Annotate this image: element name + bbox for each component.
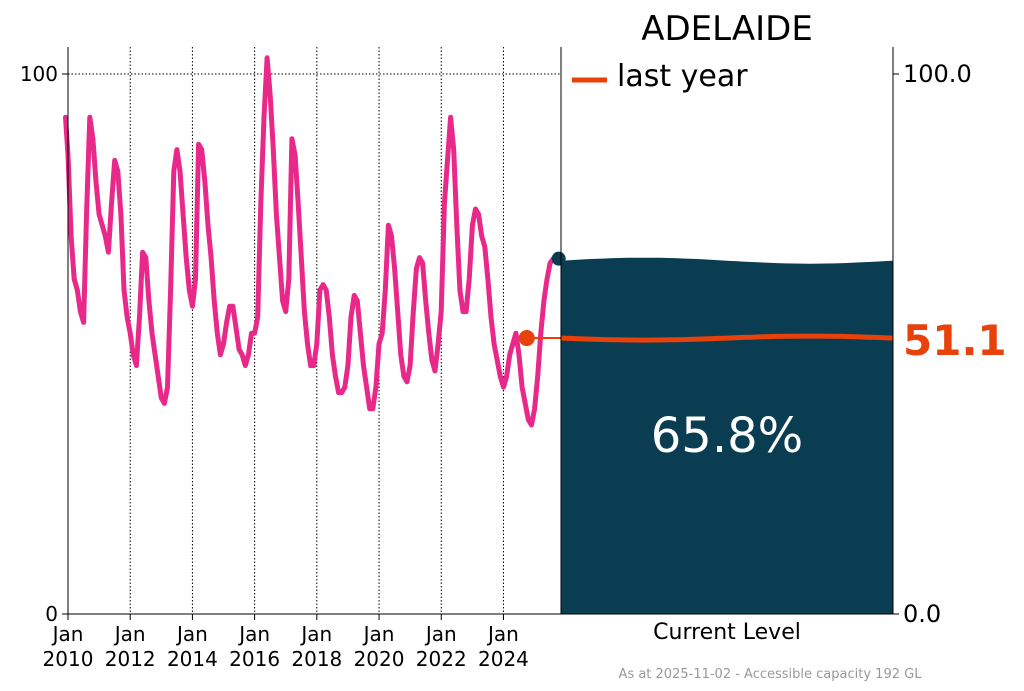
x-tick-label-year-2016: 2016 — [229, 647, 280, 671]
x-tick-label-month-2020: Jan — [362, 622, 395, 646]
x-tick-label-month-2018: Jan — [299, 622, 332, 646]
axes — [67, 47, 894, 615]
current-level-label: Current Level — [653, 620, 801, 645]
x-tick-label-year-2018: 2018 — [291, 647, 342, 671]
series-layer — [63, 55, 564, 428]
x-tick-label-month-2014: Jan — [175, 622, 208, 646]
x-tick-label-year-2020: 2020 — [354, 647, 405, 671]
grid-lines — [67, 47, 561, 614]
x-tick-label-year-2022: 2022 — [416, 647, 467, 671]
current-level-value: 65.8% — [651, 408, 803, 464]
x-tick-label-year-2014: 2014 — [167, 647, 218, 671]
last-year-value-label: 51.1 — [903, 316, 1007, 365]
current-marker — [551, 251, 566, 266]
x-axis-ticks: Jan2010Jan2012Jan2014Jan2016Jan2018Jan20… — [43, 614, 529, 671]
x-tick-label-month-2024: Jan — [486, 622, 519, 646]
y-left-tick-label-0: 0 — [45, 602, 58, 626]
last-year-marker — [518, 330, 535, 347]
x-tick-label-month-2012: Jan — [113, 622, 146, 646]
footnote: As at 2025-11-02 - Accessible capacity 1… — [619, 667, 923, 682]
legend-label: last year — [617, 59, 748, 94]
chart-title: ADELAIDE — [641, 9, 813, 49]
x-tick-label-month-2016: Jan — [237, 622, 270, 646]
current-level-panel — [518, 251, 894, 614]
x-tick-label-month-2022: Jan — [424, 622, 457, 646]
x-tick-label-year-2010: 2010 — [43, 647, 94, 671]
x-tick-label-month-2010: Jan — [51, 622, 84, 646]
series-line-0 — [63, 55, 564, 428]
y-right-tick-label-0.0: 0.0 — [903, 600, 941, 628]
y-axis-ticks: 0 100 0.0 100.0 — [20, 60, 972, 628]
current-level-bar — [561, 257, 893, 614]
x-tick-label-year-2012: 2012 — [105, 647, 156, 671]
last-year-line — [560, 333, 894, 343]
y-right-tick-label-100.0: 100.0 — [903, 60, 972, 88]
legend: last year — [572, 59, 748, 94]
y-left-tick-label-100: 100 — [20, 62, 58, 86]
x-tick-label-year-2024: 2024 — [478, 647, 529, 671]
